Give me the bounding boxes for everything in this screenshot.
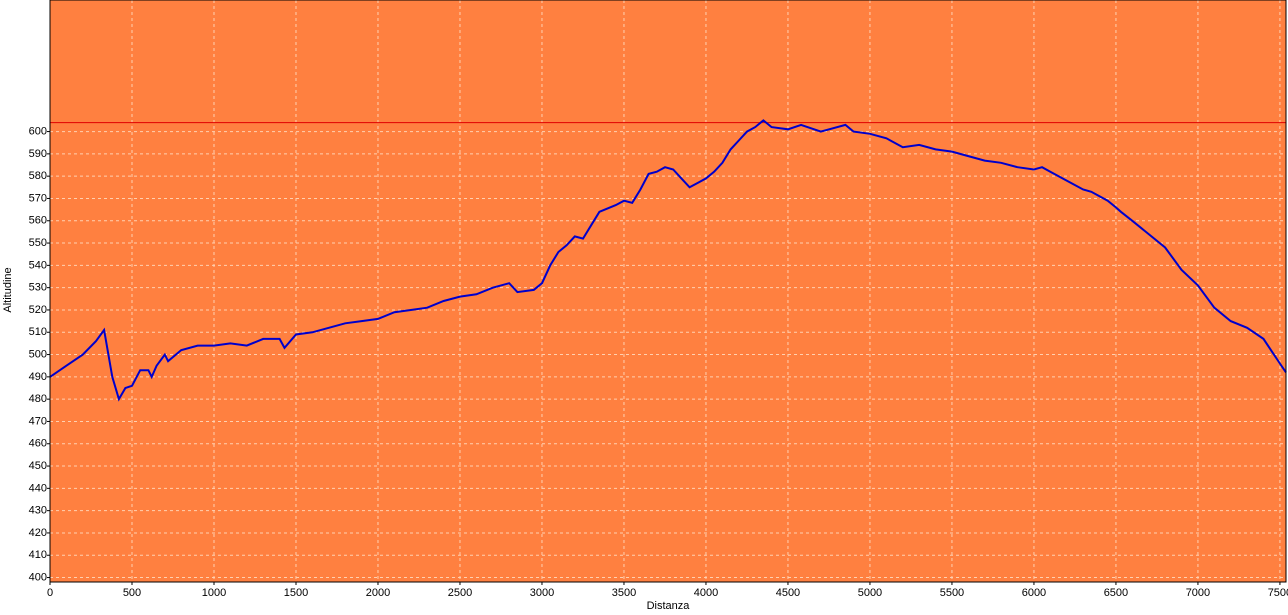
x-tick-label: 4000 [694,587,718,599]
y-tick-label: 410 [29,549,47,561]
x-tick-label: 2500 [448,587,472,599]
y-tick-label: 580 [29,170,47,182]
x-tick-label: 3000 [530,587,554,599]
y-tick-label: 400 [29,571,47,583]
x-tick-label: 7000 [1186,587,1210,599]
x-tick-label: 0 [47,587,53,599]
y-axis-label: Altitudine [2,267,14,312]
y-tick-label: 590 [29,148,47,160]
x-axis-label: Distanza [647,600,691,612]
elevation-line [49,119,1287,402]
x-tick-label: 1500 [284,587,308,599]
y-tick-label: 520 [29,304,47,316]
y-tick-label: 490 [29,371,47,383]
y-tick-label: 420 [29,527,47,539]
y-tick-label: 510 [29,326,47,338]
y-tick-label: 430 [29,505,47,517]
x-tick-label: 500 [123,587,141,599]
y-tick-label: 450 [29,460,47,472]
x-tick-label: 6500 [1104,587,1128,599]
y-tick-label: 470 [29,415,47,427]
plot-area [49,0,1287,583]
y-tick-label: 440 [29,482,47,494]
plot-border [49,0,1287,583]
x-tick-label: 5500 [940,587,964,599]
x-tick-label: 4500 [776,587,800,599]
y-tick-label: 480 [29,393,47,405]
x-tick-label: 3500 [612,587,636,599]
y-tick-label: 560 [29,215,47,227]
x-tick-label: 1000 [202,587,226,599]
y-tick-label: 570 [29,192,47,204]
x-tick-label: 5000 [858,587,882,599]
y-tick-label: 550 [29,237,47,249]
x-tick-label: 6000 [1022,587,1046,599]
y-tick-label: 600 [29,125,47,137]
y-tick-label: 500 [29,348,47,360]
y-tick-label: 530 [29,282,47,294]
y-tick-label: 540 [29,259,47,271]
x-tick-label: 2000 [366,587,390,599]
y-tick-label: 460 [29,438,47,450]
x-tick-label: 7500 [1268,587,1288,599]
